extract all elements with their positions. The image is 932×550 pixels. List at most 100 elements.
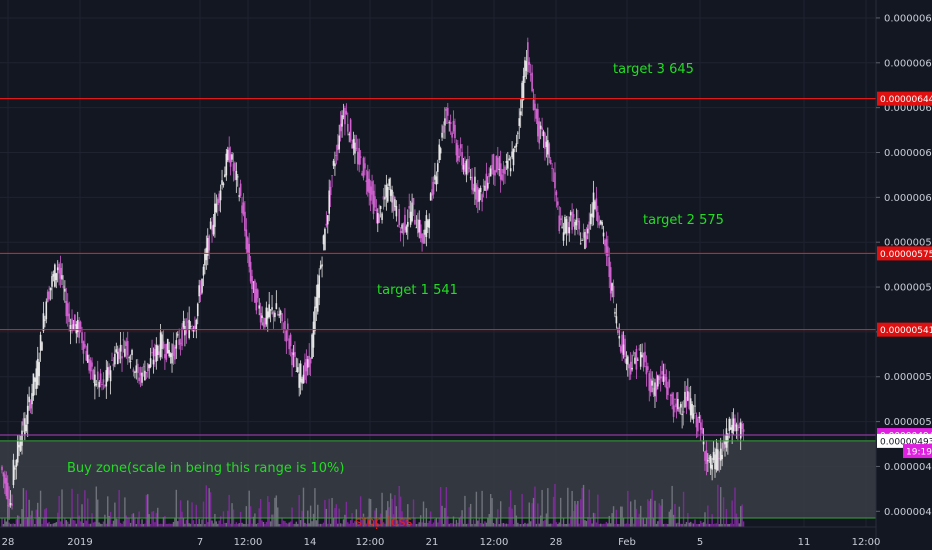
candle-body bbox=[109, 370, 112, 382]
candle-body bbox=[424, 229, 426, 235]
candle-body bbox=[441, 132, 443, 138]
volume-bar bbox=[705, 523, 708, 527]
candle-body bbox=[457, 145, 459, 161]
candle-body bbox=[648, 373, 651, 391]
volume-bar bbox=[682, 491, 685, 527]
candle-body bbox=[264, 318, 266, 328]
candle-body bbox=[11, 503, 13, 506]
volume-bar bbox=[72, 520, 75, 527]
candle-body bbox=[684, 391, 686, 408]
candle-body bbox=[574, 221, 576, 230]
candle-body bbox=[245, 229, 248, 250]
candle-body bbox=[534, 103, 536, 110]
volume-bar bbox=[74, 520, 76, 527]
candle-body bbox=[238, 195, 240, 197]
candle-body bbox=[605, 239, 608, 256]
candle-body bbox=[202, 266, 205, 276]
candle-body bbox=[322, 235, 325, 245]
volume-bar bbox=[482, 523, 485, 527]
volume-bar bbox=[735, 513, 738, 527]
volume-bar bbox=[408, 523, 410, 527]
volume-bar bbox=[722, 497, 725, 527]
candle-body bbox=[159, 332, 162, 358]
volume-bar bbox=[549, 523, 552, 527]
volume-bar bbox=[251, 523, 253, 527]
candle-body bbox=[224, 174, 226, 178]
candle-body bbox=[458, 156, 461, 158]
candle-body bbox=[254, 280, 256, 303]
candle-body bbox=[251, 276, 253, 290]
volume-bar bbox=[528, 502, 530, 527]
candle-body bbox=[638, 348, 641, 350]
time-axis[interactable]: 28 2019 7 12:00 14 12:00 21 12:00 28 Feb 5 11 12:00 bbox=[2, 537, 881, 548]
volume-bar bbox=[611, 513, 613, 527]
volume-bar bbox=[157, 507, 159, 527]
volume-bar bbox=[595, 522, 598, 527]
volume-bar bbox=[95, 486, 98, 527]
volume-bar bbox=[617, 523, 619, 527]
candle-body bbox=[406, 221, 409, 227]
candle-body bbox=[695, 414, 698, 428]
candle-body bbox=[694, 405, 696, 407]
candle-body bbox=[385, 184, 388, 198]
volume-bar bbox=[608, 515, 610, 527]
volume-bar bbox=[427, 522, 429, 527]
candle-body bbox=[639, 352, 642, 367]
candle-body bbox=[488, 173, 491, 178]
volume-bar bbox=[479, 523, 482, 527]
volume-bar bbox=[82, 523, 85, 527]
candle-body bbox=[601, 222, 603, 226]
candle-body bbox=[532, 100, 535, 111]
candle-body bbox=[725, 428, 728, 448]
countdown-tag bbox=[903, 444, 932, 459]
volume-bar bbox=[667, 523, 669, 527]
volume-bar bbox=[372, 522, 375, 527]
candle-body bbox=[647, 366, 649, 370]
candle-body bbox=[305, 359, 308, 372]
volume-bar bbox=[432, 522, 435, 527]
candle-body bbox=[169, 353, 172, 358]
volume-bar bbox=[642, 518, 645, 527]
candle-body bbox=[278, 314, 280, 316]
volume-bar bbox=[555, 522, 558, 527]
buy-zone-label: Buy zone(scale in being this range is 10… bbox=[67, 461, 344, 476]
volume-bar bbox=[712, 523, 715, 527]
candle-body bbox=[391, 189, 393, 203]
volume-bar bbox=[551, 523, 553, 527]
candle-body bbox=[221, 180, 223, 185]
candle-body bbox=[271, 307, 273, 310]
volume-bar bbox=[197, 523, 199, 527]
candle-body bbox=[645, 366, 648, 375]
volume-bar bbox=[185, 519, 188, 527]
candle-body bbox=[276, 314, 279, 315]
volume-bar bbox=[680, 523, 682, 527]
candle-body bbox=[542, 131, 545, 137]
volume-bar bbox=[9, 523, 12, 527]
candle-body bbox=[691, 403, 693, 419]
volume-bar bbox=[547, 488, 549, 527]
candle-body bbox=[191, 328, 193, 330]
volume-bar bbox=[67, 521, 69, 527]
time-tick-label: 28 bbox=[550, 537, 563, 548]
candle-body bbox=[69, 325, 72, 331]
volume-bar bbox=[52, 523, 55, 527]
volume-bar bbox=[281, 518, 283, 527]
candle-body bbox=[524, 60, 526, 77]
volume-bar bbox=[585, 520, 588, 527]
candle-body bbox=[642, 352, 645, 368]
candle-body bbox=[82, 341, 85, 354]
volume-bar bbox=[212, 523, 215, 527]
candle-body bbox=[405, 226, 408, 233]
volume-bar bbox=[389, 493, 392, 527]
candle-body bbox=[146, 363, 149, 371]
volume-bar bbox=[257, 523, 259, 527]
volume-bar bbox=[567, 487, 569, 527]
candle-body bbox=[727, 433, 729, 443]
volume-bar bbox=[207, 522, 209, 527]
candle-body bbox=[559, 218, 562, 220]
volume-bar bbox=[345, 501, 348, 527]
volume-bar bbox=[172, 521, 175, 527]
candle-body bbox=[132, 369, 135, 373]
buy-zone-rect bbox=[0, 440, 876, 519]
